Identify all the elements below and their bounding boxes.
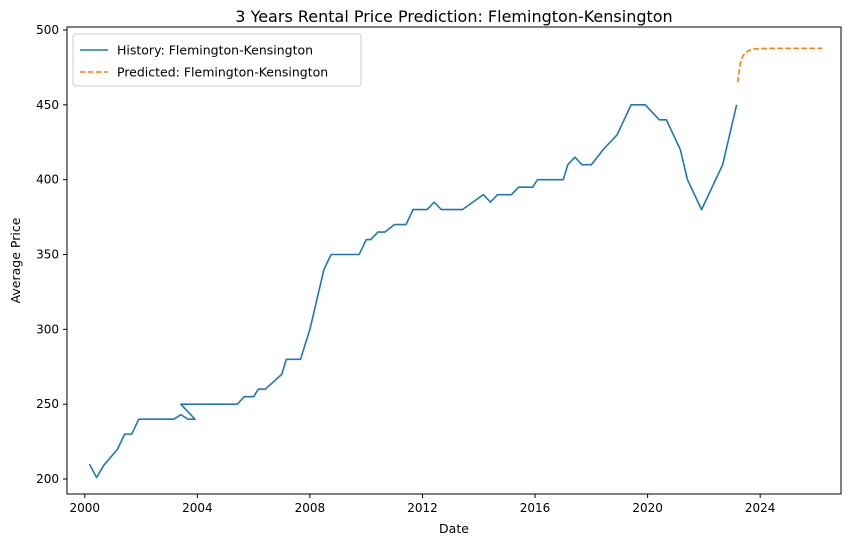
x-tick-label: 2008 — [295, 501, 326, 515]
legend-entry: Predicted: Flemington-Kensington — [117, 65, 328, 80]
chart-title: 3 Years Rental Price Prediction: Fleming… — [235, 7, 672, 26]
y-tick-label: 450 — [36, 98, 59, 112]
legend-box — [72, 33, 362, 87]
legend-entry: History: Flemington-Kensington — [117, 43, 313, 58]
history-series-line — [88, 104, 738, 479]
x-tick-label: 2024 — [745, 501, 776, 515]
legend: History: Flemington-Kensington Predicted:… — [72, 33, 362, 87]
x-tick-label: 2004 — [182, 501, 213, 515]
y-tick-label: 250 — [36, 397, 59, 411]
y-tick-label: 350 — [36, 248, 59, 262]
plot-frame — [66, 26, 842, 495]
predicted-series-line — [736, 47, 823, 83]
x-tick-label: 2016 — [520, 501, 551, 515]
x-tick-label: 2012 — [407, 501, 438, 515]
y-tick-label: 300 — [36, 322, 59, 336]
x-axis-label: Date — [439, 521, 469, 536]
y-tick-label: 200 — [36, 472, 59, 486]
y-axis-label: Average Price — [8, 217, 23, 303]
y-tick-label: 400 — [36, 173, 59, 187]
x-tick-label: 2000 — [70, 501, 101, 515]
y-tick-label: 500 — [36, 23, 59, 37]
x-tick-label: 2020 — [632, 501, 663, 515]
